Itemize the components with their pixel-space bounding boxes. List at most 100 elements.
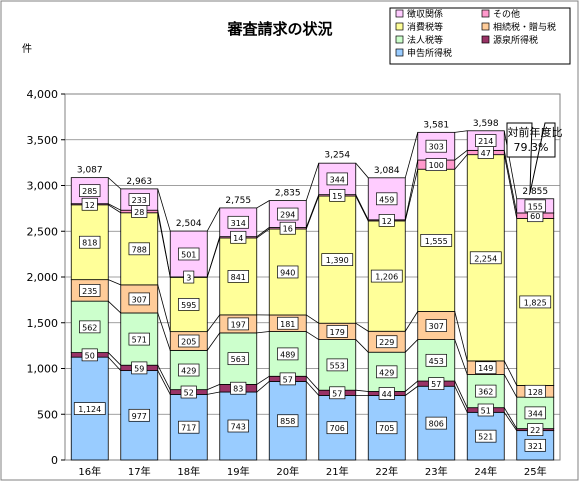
value-label: 706 [330, 424, 345, 433]
legend-label: 相続税・贈与税 [493, 21, 556, 33]
value-label: 717 [181, 424, 196, 433]
legend: 徴収関係その他消費税等相続税・贈与税法人税等源泉所得税申告所得税 [390, 8, 570, 64]
value-label: 788 [132, 245, 147, 254]
value-label: 57 [332, 389, 342, 398]
value-label: 2,254 [474, 254, 497, 263]
legend-label: その他 [493, 8, 520, 20]
value-label: 858 [280, 417, 295, 426]
chart-title: 審査請求の状況 [226, 20, 332, 38]
y-tick-label: 4,000 [27, 88, 59, 101]
value-label: 229 [379, 338, 394, 347]
value-label: 50 [85, 351, 95, 360]
value-label: 155 [528, 202, 543, 211]
value-label: 429 [181, 367, 196, 376]
legend-swatch [482, 36, 489, 43]
value-label: 705 [379, 424, 394, 433]
value-label: 3 [186, 274, 191, 283]
legend-label: 法人税等 [407, 34, 443, 46]
y-tick-label: 3,500 [27, 134, 59, 147]
value-label: 51 [481, 406, 491, 415]
legend-swatch [396, 36, 403, 43]
value-label: 1,825 [524, 298, 547, 307]
value-label: 818 [82, 239, 97, 248]
total-label: 3,254 [324, 150, 350, 160]
value-label: 60 [530, 212, 540, 221]
value-label: 57 [283, 375, 293, 384]
value-label: 321 [528, 442, 543, 451]
legend-swatch [396, 23, 403, 30]
value-label: 806 [429, 420, 444, 429]
legend-swatch [482, 10, 489, 17]
annotation-line1: 対前年度比 [508, 125, 563, 139]
value-label: 553 [330, 361, 345, 370]
value-label: 59 [134, 364, 144, 373]
value-label: 14 [233, 234, 243, 243]
value-label: 47 [481, 149, 491, 158]
value-label: 181 [280, 320, 295, 329]
legend-label: 申告所得税 [407, 47, 452, 59]
value-label: 197 [231, 320, 246, 329]
total-label: 3,598 [473, 119, 499, 129]
legend-label: 源泉所得税 [493, 34, 538, 46]
value-label: 214 [478, 137, 493, 146]
x-tick-label: 16年 [78, 465, 101, 478]
y-tick-label: 500 [37, 408, 58, 421]
total-label: 3,581 [423, 120, 449, 130]
value-label: 233 [132, 196, 147, 205]
value-label: 149 [478, 364, 493, 373]
value-label: 16 [283, 225, 293, 234]
total-label: 2,755 [225, 196, 251, 206]
total-label: 2,855 [522, 187, 548, 197]
value-label: 12 [85, 201, 95, 210]
y-tick-label: 0 [51, 454, 58, 467]
y-tick-label: 1,500 [27, 317, 59, 330]
value-label: 205 [181, 338, 196, 347]
value-label: 571 [132, 336, 147, 345]
total-label: 3,084 [374, 166, 400, 176]
value-label: 128 [528, 388, 543, 397]
value-label: 285 [82, 187, 97, 196]
value-label: 57 [431, 380, 441, 389]
x-tick-label: 18年 [177, 465, 200, 478]
legend-swatch [482, 23, 489, 30]
total-label: 2,963 [126, 177, 152, 187]
x-tick-label: 23年 [425, 465, 448, 478]
value-label: 22 [530, 426, 540, 435]
x-tick-label: 19年 [227, 465, 250, 478]
value-label: 1,124 [78, 405, 101, 414]
value-label: 12 [382, 217, 392, 226]
legend-swatch [396, 10, 403, 17]
total-label: 2,504 [176, 219, 202, 229]
x-tick-label: 25年 [524, 465, 547, 478]
value-label: 362 [478, 388, 493, 397]
x-tick-label: 24年 [474, 465, 497, 478]
value-label: 314 [231, 219, 246, 228]
annotation-line2: 79.3% [514, 141, 549, 154]
value-label: 100 [429, 161, 444, 170]
value-label: 28 [134, 208, 144, 217]
value-label: 459 [379, 195, 394, 204]
value-label: 303 [429, 143, 444, 152]
value-label: 1,206 [375, 273, 398, 282]
value-label: 595 [181, 301, 196, 310]
value-label: 940 [280, 268, 295, 277]
y-axis-label: 件 [22, 43, 32, 55]
value-label: 83 [233, 385, 243, 394]
value-label: 429 [379, 368, 394, 377]
value-label: 307 [429, 322, 444, 331]
value-label: 344 [330, 175, 345, 184]
value-label: 235 [82, 287, 97, 296]
x-tick-label: 21年 [326, 465, 349, 478]
value-label: 344 [528, 409, 543, 418]
x-tick-label: 17年 [128, 465, 151, 478]
value-label: 563 [231, 355, 246, 364]
value-label: 453 [429, 357, 444, 366]
value-label: 841 [231, 273, 246, 282]
value-label: 52 [184, 389, 194, 398]
value-label: 977 [132, 412, 147, 421]
value-label: 562 [82, 323, 97, 332]
legend-label: 徴収関係 [407, 8, 443, 20]
value-label: 15 [332, 192, 342, 201]
